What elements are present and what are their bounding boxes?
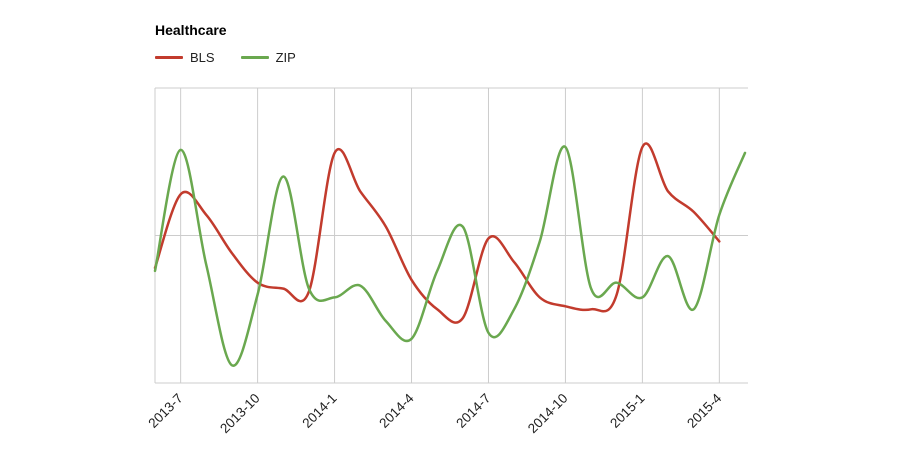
- bls-legend-swatch: [155, 56, 183, 59]
- x-axis-label-2014-1: 2014-1: [299, 391, 339, 431]
- x-axis-label-2014-10: 2014-10: [525, 391, 571, 437]
- x-axis-label-2015-1: 2015-1: [607, 391, 647, 431]
- bls-line: [153, 142, 721, 324]
- zip-line: [153, 145, 747, 367]
- x-axis-label-2015-4: 2015-4: [684, 390, 725, 431]
- x-axis-label-2013-7: 2013-7: [145, 391, 185, 431]
- legend: BLS ZIP: [155, 50, 296, 65]
- x-axis-label-2013-10: 2013-10: [217, 391, 263, 437]
- chart-title: Healthcare: [155, 22, 227, 38]
- x-axis-label-2014-4: 2014-4: [376, 390, 417, 431]
- legend-item-bls[interactable]: BLS: [155, 50, 215, 65]
- bls-legend-label: BLS: [190, 50, 215, 65]
- x-axis-label-2014-7: 2014-7: [453, 391, 493, 431]
- zip-legend-swatch: [240, 56, 269, 59]
- legend-item-zip[interactable]: ZIP: [240, 50, 296, 65]
- zip-legend-label: ZIP: [275, 50, 296, 65]
